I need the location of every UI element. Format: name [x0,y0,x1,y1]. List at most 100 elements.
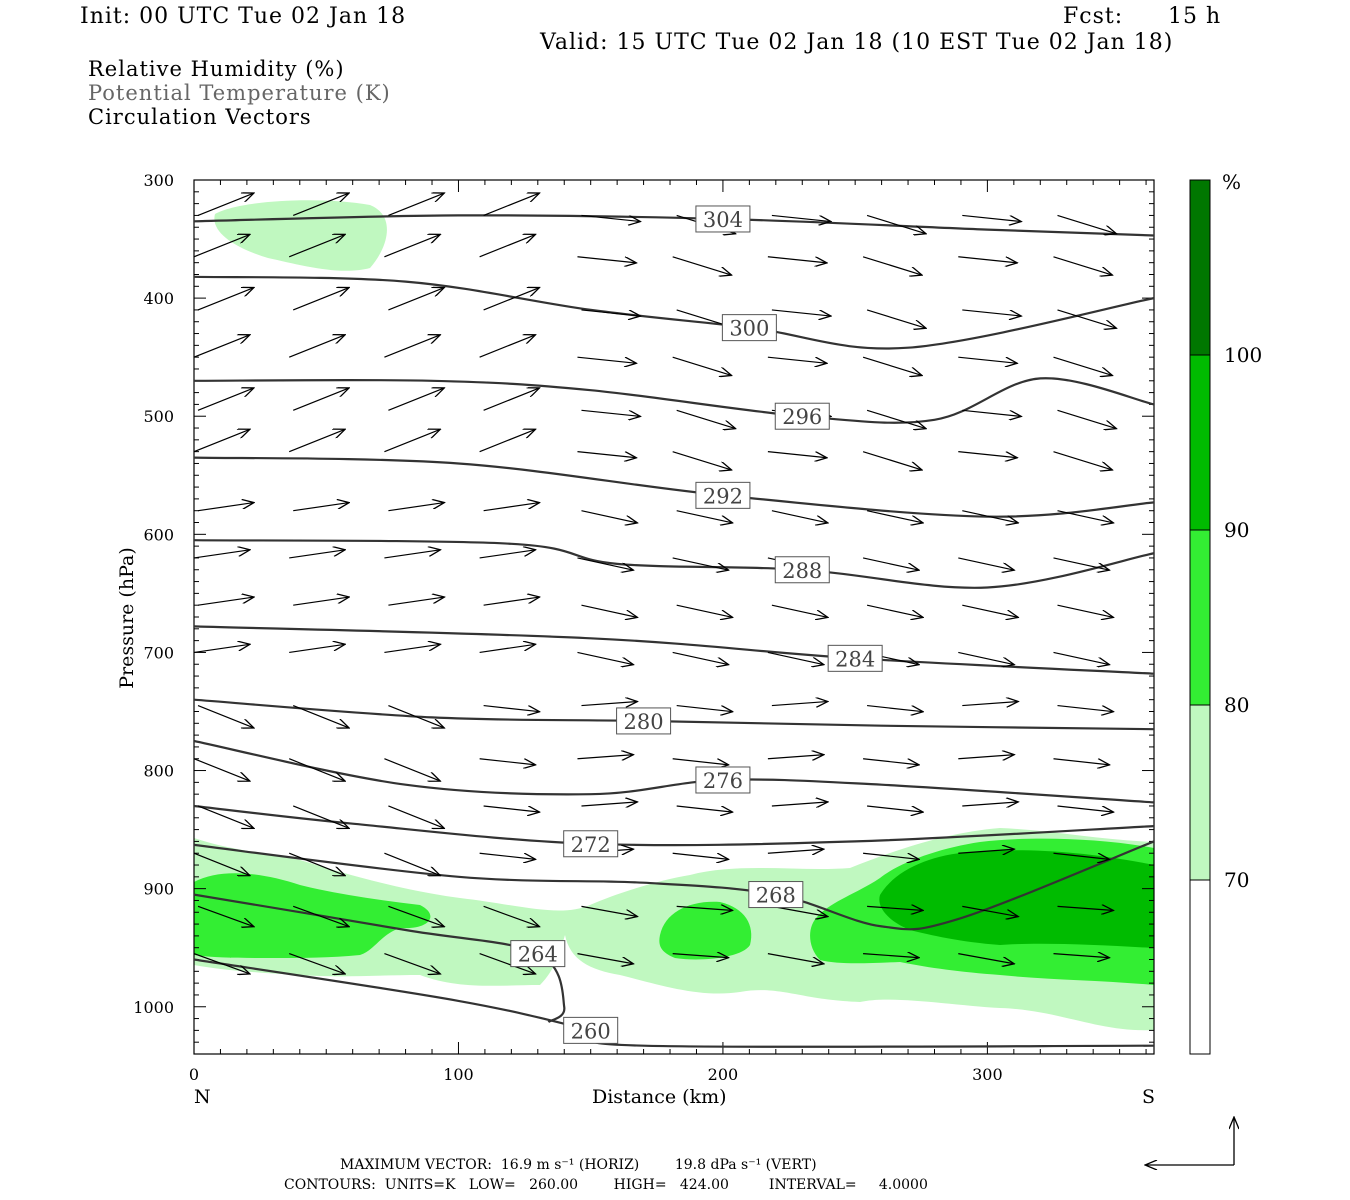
circulation-vector [771,309,830,316]
circulation-vector [292,193,348,216]
circulation-vector [962,214,1020,221]
legend-theta: Potential Temperature (K) [88,81,391,105]
circulation-vector [388,805,443,828]
circulation-vectors [194,193,1116,973]
circulation-vector [197,597,253,606]
circulation-vector [577,651,632,664]
circulation-vector [197,905,253,926]
circulation-vector [577,256,635,263]
circulation-vector [958,849,1013,853]
circulation-vector [672,356,731,375]
circulation-vector [388,503,443,512]
circulation-vector [862,256,921,275]
circulation-vector [676,409,735,428]
circulation-vector [194,852,249,875]
circulation-vector [1057,906,1113,910]
circulation-vector [384,644,439,654]
circulation-vector [676,704,732,712]
circulation-vector [479,758,535,765]
circulation-vector [194,235,249,258]
circulation-vector [483,805,539,812]
circulation-vector [197,705,253,728]
contour-label: 272 [571,833,611,857]
circulation-vector [962,409,1020,416]
theta-contour-line [194,625,1154,675]
circulation-vector [384,758,439,781]
contour-label: 264 [518,943,558,967]
circulation-vector [581,214,639,221]
colorbar-label-90: 90 [1224,518,1250,542]
circulation-vector [866,409,925,428]
circulation-vector [771,802,827,806]
circulation-vector [479,953,535,974]
circulation-vector [866,510,922,523]
rh-90-right [879,850,1154,948]
circulation-vector [388,288,443,311]
circulation-vector [483,388,539,411]
axis-ticks: 300 400 500 600 700 800 900 1000 0 100 200 300 [133,171,1154,1084]
y-tick-label: 400 [143,289,174,308]
rh-colorbar [1189,179,1211,1055]
circulation-vector [767,651,823,664]
y-tick-label: 300 [143,171,174,190]
contour-label: 280 [624,710,664,734]
reference-vector [1146,1118,1234,1165]
y-tick-label: 1000 [133,998,174,1017]
circulation-vector [1057,805,1113,812]
circulation-vector [962,510,1017,523]
circulation-vector [676,805,732,812]
theta-contour-line [194,275,1154,350]
circulation-vector [1057,510,1113,523]
circulation-vector [384,953,439,974]
circulation-vector [197,193,253,216]
circulation-vector [293,503,348,512]
circulation-vector [672,852,728,859]
colorbar-80-90 [1190,530,1210,705]
theta-contour-line [194,377,1154,424]
colorbar-below-70 [1190,880,1210,1054]
circulation-vector [581,802,636,806]
contour-label: 284 [835,647,875,671]
circulation-vector [581,409,639,416]
circulation-vector [863,954,918,958]
circulation-vector [962,702,1017,706]
circulation-vector [289,550,344,559]
circulation-vector [767,356,826,363]
circulation-vector [293,905,348,926]
max-vector-note: MAXIMUM VECTOR: 16.9 m s⁻¹ (HORIZ) 19.8 … [340,1157,817,1173]
circulation-vector [672,758,728,765]
circulation-vector [1053,356,1112,375]
circulation-vector [388,388,443,411]
circulation-vector [479,550,535,559]
circulation-vector [197,388,253,411]
circulation-vector [866,309,925,328]
circulation-vector [288,235,344,258]
x-tick-label: 100 [443,1065,474,1084]
circulation-vector [577,953,632,964]
contour-label-box [563,830,619,858]
contour-label: 304 [703,208,743,232]
circulation-vector [1057,604,1113,617]
circulation-vector [194,430,249,453]
x-end-label-south: S [1142,1086,1156,1108]
circulation-vector [577,356,635,363]
circulation-vector [771,702,827,706]
circulation-vector [483,288,539,311]
circulation-vector [577,755,632,759]
theta-contour-line [194,539,1154,589]
circulation-vector [863,852,918,859]
circulation-vector [581,905,636,916]
circulation-vector [1053,651,1109,664]
circulation-vector [293,597,348,606]
contour-label-box [510,940,566,968]
forecast-hour: 15 h [1168,4,1222,29]
rh-80-left [194,873,431,958]
circulation-vector [197,288,253,311]
circulation-vector [483,905,539,926]
circulation-vector [479,644,535,654]
forecast-label: Fcst: [1063,4,1124,29]
y-tick-label: 700 [143,643,174,662]
circulation-vector [672,451,731,470]
contour-label-box [695,766,751,794]
